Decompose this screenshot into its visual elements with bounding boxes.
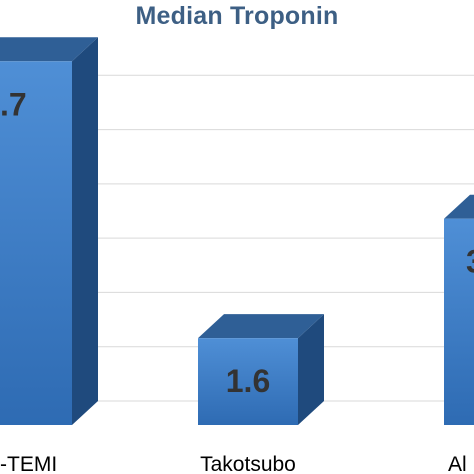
category-label: Takotsubo (200, 453, 296, 474)
bar (444, 194, 474, 425)
category-label: -TEMI (0, 453, 57, 474)
bar-top-face (0, 37, 98, 62)
bars (0, 37, 474, 426)
data-label: 1.6 (226, 363, 270, 399)
category-label: Al (448, 453, 467, 474)
bar-side-face (72, 37, 98, 426)
data-labels: .7 1.6 3 (0, 86, 474, 399)
data-label: .7 (0, 86, 27, 122)
bar-front-face (198, 338, 298, 425)
bar (198, 314, 324, 425)
chart-title: Median Troponin (135, 2, 339, 30)
bar-top-face (198, 314, 324, 339)
bar-side-face (298, 314, 324, 425)
bar-front-face (0, 61, 72, 426)
bar (0, 37, 98, 426)
data-label: 3 (466, 244, 474, 280)
bar-front-face (444, 218, 474, 425)
x-axis-labels: -TEMI Takotsubo Al (0, 453, 467, 474)
bar-top-face (444, 194, 474, 219)
